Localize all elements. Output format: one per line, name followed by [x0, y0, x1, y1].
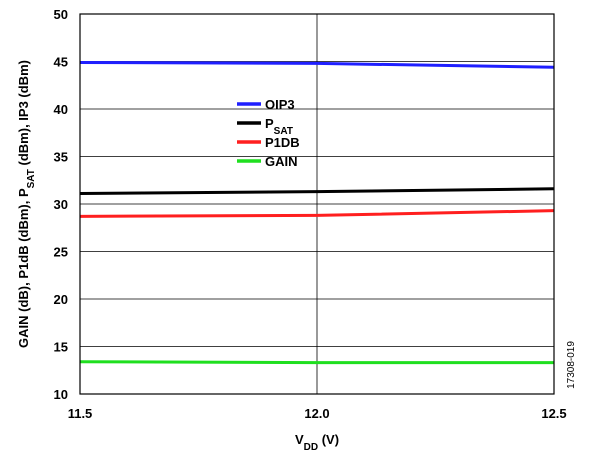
- x-axis-title-sub: DD: [304, 442, 318, 453]
- legend-label-main: P: [265, 116, 274, 131]
- plot-frame: [79, 13, 555, 395]
- legend-item-psat: PSAT: [237, 116, 293, 137]
- x-axis-title: VDD (V): [295, 432, 339, 453]
- legend-item-gain: GAIN: [237, 154, 298, 169]
- legend-item-p1db: P1DB: [237, 135, 300, 150]
- legend-label-main: GAIN: [265, 154, 298, 169]
- y-axis-title: GAIN (dB), P1dB (dBm), PSAT (dBm), IP3 (…: [16, 60, 37, 348]
- x-axis-title-rest: (V): [318, 432, 339, 447]
- y-tick-label: 30: [54, 197, 68, 212]
- legend-label-gain: GAIN: [265, 154, 298, 169]
- y-tick-label: 20: [54, 292, 68, 307]
- legend-label-main: OIP3: [265, 97, 295, 112]
- y-tick-label: 50: [54, 7, 68, 22]
- series-line-psat: [79, 187, 555, 196]
- legend-label-sub: SAT: [274, 126, 293, 137]
- y-axis-title-sub: SAT: [26, 169, 37, 188]
- x-tick-label: 11.5: [68, 406, 93, 421]
- y-axis-title-part1: GAIN (dB), P1dB (dBm), P: [16, 188, 31, 348]
- y-tick-label: 40: [54, 102, 68, 117]
- x-axis-ticks: 11.5 12.0 12.5: [68, 406, 567, 421]
- y-axis-ticks: 10 15 20 25 30 35 40 45 50: [54, 7, 68, 402]
- series-lines: [79, 60, 555, 365]
- legend-label-oip3: OIP3: [265, 97, 295, 112]
- legend-label-psat: PSAT: [265, 116, 293, 137]
- y-tick-label: 35: [54, 150, 68, 165]
- series-line-oip3: [79, 60, 555, 69]
- x-axis-title-main: V: [295, 432, 304, 447]
- grid: [79, 13, 555, 395]
- series-line-p1db: [79, 209, 555, 218]
- y-tick-label: 45: [54, 55, 68, 70]
- x-tick-label: 12.0: [304, 406, 329, 421]
- legend-label-main: P1DB: [265, 135, 300, 150]
- figure-id: 17308-019: [566, 341, 577, 389]
- y-tick-label: 10: [54, 387, 68, 402]
- y-tick-label: 15: [54, 340, 68, 355]
- series-line-gain: [79, 360, 554, 365]
- x-tick-label: 12.5: [541, 406, 566, 421]
- legend-label-p1db: P1DB: [265, 135, 300, 150]
- y-axis-title-part2: (dBm), IP3 (dBm): [16, 60, 31, 169]
- legend-item-oip3: OIP3: [237, 97, 295, 112]
- y-tick-label: 25: [54, 245, 68, 260]
